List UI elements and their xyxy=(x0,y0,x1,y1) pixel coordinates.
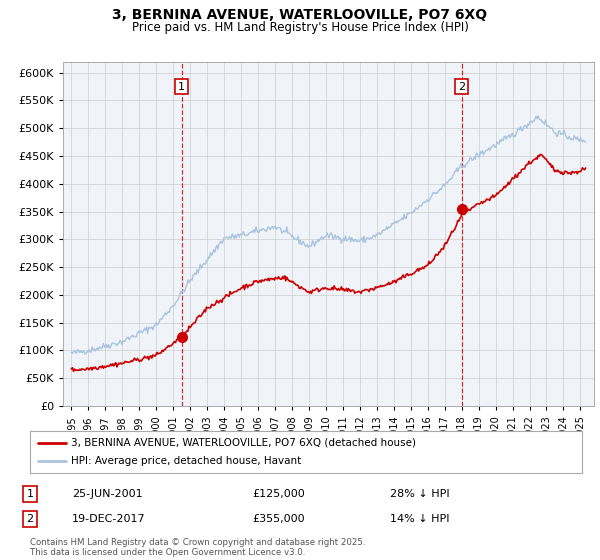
Text: £125,000: £125,000 xyxy=(252,489,305,499)
Text: 1: 1 xyxy=(178,82,185,92)
Text: 28% ↓ HPI: 28% ↓ HPI xyxy=(390,489,449,499)
Text: Price paid vs. HM Land Registry's House Price Index (HPI): Price paid vs. HM Land Registry's House … xyxy=(131,21,469,34)
Text: 2: 2 xyxy=(26,514,34,524)
Text: 25-JUN-2001: 25-JUN-2001 xyxy=(72,489,143,499)
Text: Contains HM Land Registry data © Crown copyright and database right 2025.
This d: Contains HM Land Registry data © Crown c… xyxy=(30,538,365,557)
Text: HPI: Average price, detached house, Havant: HPI: Average price, detached house, Hava… xyxy=(71,456,302,466)
Text: 19-DEC-2017: 19-DEC-2017 xyxy=(72,514,146,524)
Text: £355,000: £355,000 xyxy=(252,514,305,524)
Text: 14% ↓ HPI: 14% ↓ HPI xyxy=(390,514,449,524)
Text: 3, BERNINA AVENUE, WATERLOOVILLE, PO7 6XQ: 3, BERNINA AVENUE, WATERLOOVILLE, PO7 6X… xyxy=(112,8,488,22)
Text: 1: 1 xyxy=(26,489,34,499)
Text: 3, BERNINA AVENUE, WATERLOOVILLE, PO7 6XQ (detached house): 3, BERNINA AVENUE, WATERLOOVILLE, PO7 6X… xyxy=(71,438,416,448)
Text: 2: 2 xyxy=(458,82,465,92)
